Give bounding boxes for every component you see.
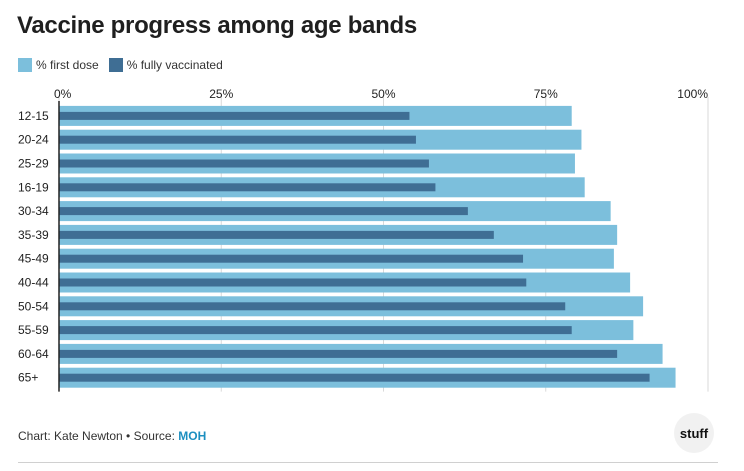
bar-fully-vaccinated [59,349,618,358]
bar-fully-vaccinated [59,135,416,144]
y-category-label: 60-64 [18,347,49,361]
bar-fully-vaccinated [59,254,524,263]
y-category-label: 50-54 [18,299,49,313]
y-category-label: 16-19 [18,180,49,194]
legend-swatch-first-dose [18,58,32,72]
bar-fully-vaccinated [59,373,650,382]
x-tick-label: 0% [54,87,72,101]
bar-fully-vaccinated [59,183,436,192]
bar-fully-vaccinated [59,111,410,120]
bar-fully-vaccinated [59,326,572,335]
x-tick-label: 50% [371,87,395,101]
legend-label-fully-vaccinated: % fully vaccinated [126,58,223,72]
y-category-label: 35-39 [18,228,49,242]
chart-footer: Chart: Kate Newton • Source: MOH [18,429,206,443]
bar-fully-vaccinated [59,159,429,168]
legend-swatch-fully-vaccinated [108,58,123,72]
chart-title: Vaccine progress among age bands [17,12,417,39]
bar-chart: 0% 25% 50% 75% 100% 12-15 20-24 25-29 16-19 30-34… [18,87,709,392]
legend-item-first-dose: % first dose [18,58,99,72]
y-category-label: 65+ [18,371,38,385]
y-category-label: 40-44 [18,276,49,290]
bar-fully-vaccinated [59,302,566,311]
x-tick-label: 75% [534,87,558,101]
bar-fully-vaccinated [59,278,527,287]
y-category-label: 12-15 [18,109,49,123]
legend-item-fully-vaccinated: % fully vaccinated [108,58,223,72]
bottom-divider [18,462,718,463]
bar-fully-vaccinated [59,230,494,239]
y-category-label: 55-59 [18,323,49,337]
stuff-logo[interactable]: stuff [674,413,714,453]
credit-text: Chart: Kate Newton • Source: [18,429,179,443]
x-tick-label: 25% [209,87,233,101]
y-category-label: 20-24 [18,133,49,147]
y-category-label: 25-29 [18,157,49,171]
legend-label-first-dose: % first dose [36,58,99,72]
y-category-label: 30-34 [18,204,49,218]
source-link[interactable]: MOH [178,429,207,443]
chart-legend: % first dose % fully vaccinated [18,58,233,72]
x-tick-label: 100% [677,87,708,101]
bar-fully-vaccinated [59,207,468,216]
y-category-label: 45-49 [18,252,49,266]
